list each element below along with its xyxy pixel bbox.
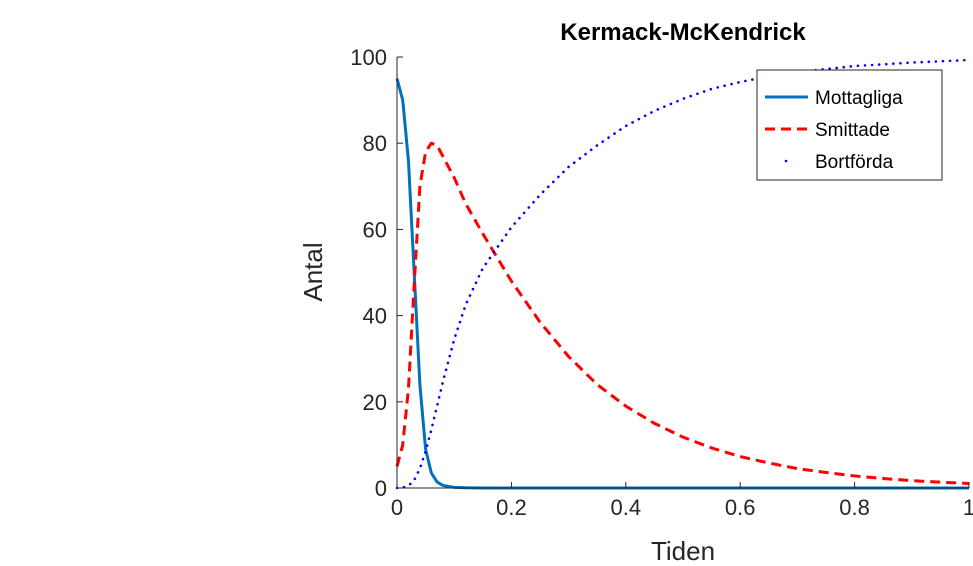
legend-label: Bortförda — [815, 152, 894, 173]
y-tick-label: 100 — [350, 45, 387, 70]
series-line-smittade — [395, 141, 970, 485]
legend-box — [756, 69, 943, 181]
x-tick-label: 0 — [391, 495, 403, 520]
y-tick-label: 80 — [363, 131, 387, 156]
legend-label: Smittade — [815, 120, 890, 141]
x-tick-label: 0.2 — [496, 495, 527, 520]
y-tick-label: 0 — [375, 476, 387, 501]
legend-label: Mottagliga — [815, 88, 903, 109]
x-axis-label: Tiden — [651, 536, 715, 566]
x-tick-label: 0.8 — [839, 495, 870, 520]
y-axis-label: Antal — [298, 242, 328, 301]
series-line-bortförda — [395, 58, 971, 490]
x-tick-label: 0.4 — [611, 495, 642, 520]
y-tick-label: 40 — [363, 304, 387, 329]
legend-items: Mottagliga Smittade Bortförda — [765, 88, 903, 173]
x-tick-label: 0.6 — [725, 495, 756, 520]
y-tick-label: 60 — [363, 217, 387, 242]
chart-title: Kermack-McKendrick — [560, 19, 806, 46]
ticks: 0 0.2 0.4 0.6 0.8 1 0 20 40 60 80 100 — [350, 45, 973, 520]
axes — [396, 57, 969, 489]
y-tick-label: 20 — [363, 390, 387, 415]
x-tick-label: 1 — [963, 495, 973, 520]
legend: Mottagliga Smittade Bortförda — [756, 69, 943, 181]
